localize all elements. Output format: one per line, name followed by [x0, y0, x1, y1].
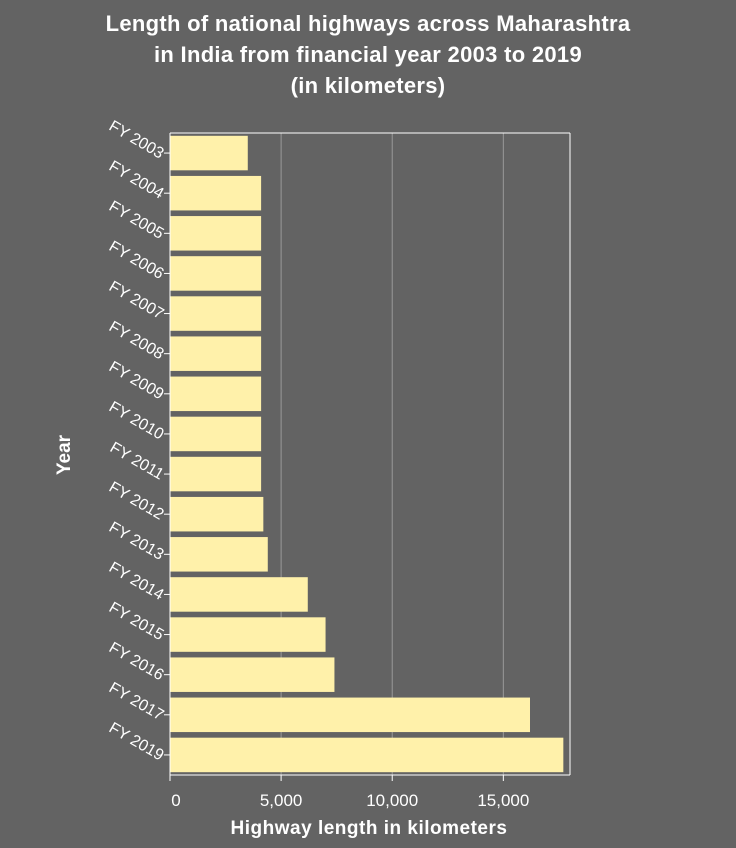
y-tick-label: FY 2015 [106, 599, 167, 644]
bar-fy-2013 [170, 537, 268, 572]
y-tick-label: FY 2010 [106, 399, 167, 444]
y-axis-label: Year [54, 434, 75, 475]
y-tick-label: FY 2014 [106, 559, 167, 604]
title-line-2: in India from financial year 2003 to 201… [153, 42, 583, 67]
bar-fy-2006 [170, 256, 262, 291]
bar-fy-2015 [170, 617, 326, 652]
bar-layer [170, 135, 564, 773]
y-tick-label: FY 2017 [106, 679, 167, 724]
y-tick-label: FY 2004 [106, 158, 167, 203]
y-tick-label: FY 2005 [106, 198, 167, 243]
bar-fy-2014 [170, 577, 308, 612]
chart-title: Length of national highways across Mahar… [0, 8, 736, 101]
x-tick-label: 15,000 [477, 791, 529, 810]
bar-fy-2017 [170, 697, 530, 733]
y-tick-label: FY 2016 [106, 639, 167, 684]
x-tick-label: 0 [171, 791, 180, 810]
bar-fy-2007 [170, 296, 262, 331]
y-tick-label: FY 2019 [106, 720, 167, 765]
x-axis-label: Highway length in kilometers [231, 818, 508, 839]
x-tick-label: 10,000 [366, 791, 418, 810]
y-tick-label: FY 2007 [106, 278, 167, 323]
y-tick-label: FY 2011 [107, 439, 167, 483]
y-tick-label: FY 2008 [106, 318, 167, 363]
bar-fy-2019 [170, 737, 564, 773]
bar-fy-2012 [170, 496, 264, 532]
bar-fy-2016 [170, 657, 335, 692]
y-tick-label: FY 2006 [106, 238, 167, 283]
y-tick-label: FY 2013 [106, 519, 167, 564]
bar-fy-2003 [170, 135, 248, 171]
y-tick-label: FY 2012 [106, 479, 167, 524]
x-tick-label: 5,000 [260, 791, 303, 810]
title-line-3: (in kilometers) [290, 73, 446, 98]
y-tick-label: FY 2003 [106, 118, 167, 163]
bar-fy-2009 [170, 376, 262, 412]
y-tick-label: FY 2009 [106, 358, 167, 403]
bar-fy-2011 [170, 456, 262, 492]
bar-fy-2004 [170, 175, 262, 211]
title-line-1: Length of national highways across Mahar… [105, 11, 631, 36]
bar-fy-2008 [170, 336, 262, 371]
bar-fy-2005 [170, 216, 262, 251]
bar-fy-2010 [170, 416, 262, 452]
